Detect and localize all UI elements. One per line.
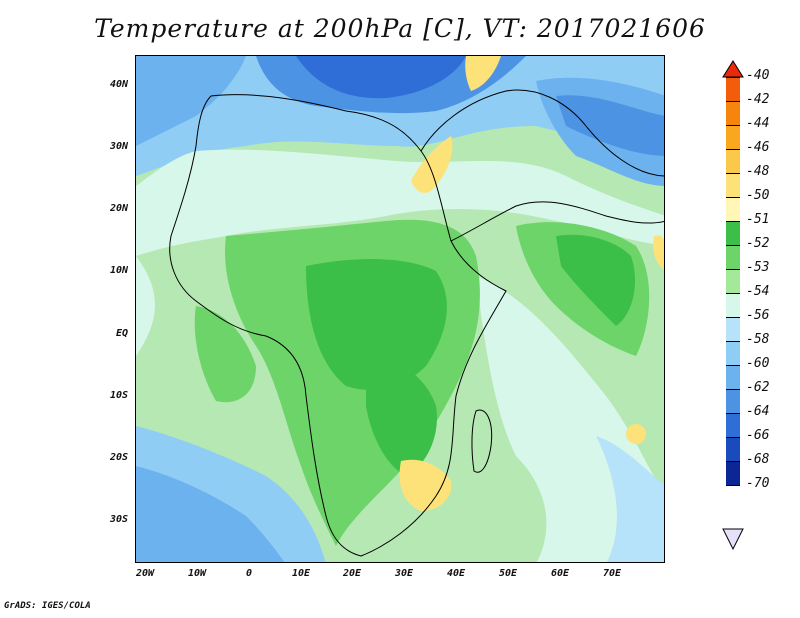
colorbar-segment [726, 461, 740, 485]
colorbar-segment [726, 77, 740, 101]
colorbar-label: -60 [746, 356, 770, 371]
colorbar-label: -44 [746, 116, 770, 131]
colorbar-segment [726, 221, 740, 245]
colorbar-bottom-arrow [722, 528, 744, 550]
colorbar-label: -70 [746, 476, 770, 491]
colorbar-label: -68 [746, 452, 770, 467]
lon-label-20e: 20E [342, 568, 362, 579]
colorbar-segment [726, 437, 740, 461]
map-field [136, 56, 664, 562]
lat-label-10n: 10N [109, 265, 128, 276]
lat-label-10s: 10S [109, 390, 128, 401]
colorbar-label: -52 [746, 236, 770, 251]
lat-label-30n: 30N [109, 141, 128, 152]
colorbar [726, 77, 740, 486]
colorbar-segment [726, 317, 740, 341]
lon-label-0: 0 [245, 568, 253, 579]
lon-label-50e: 50E [498, 568, 518, 579]
colorbar-label: -64 [746, 404, 770, 419]
colorbar-segment [726, 197, 740, 221]
colorbar-segment [726, 389, 740, 413]
colorbar-label: -66 [746, 428, 770, 443]
map-title: Temperature at 200hPa [C], VT: 201702160… [94, 14, 706, 43]
colorbar-segment [726, 293, 740, 317]
lat-label-30s: 30S [109, 514, 128, 525]
lat-label-20n: 20N [109, 203, 128, 214]
colorbar-top-arrow [722, 60, 744, 78]
colorbar-label: -62 [746, 380, 770, 395]
lon-label-30e: 30E [394, 568, 414, 579]
colorbar-segment [726, 341, 740, 365]
lon-label-10e: 10E [291, 568, 311, 579]
lat-label-eq: EQ [115, 328, 128, 339]
colorbar-segment [726, 173, 740, 197]
credit-text: GrADS: IGES/COLA [4, 601, 91, 611]
lon-label-70e: 70E [602, 568, 622, 579]
colorbar-label: -42 [746, 92, 770, 107]
colorbar-segment [726, 413, 740, 437]
colorbar-label: -51 [746, 212, 770, 227]
colorbar-label: -53 [746, 260, 770, 275]
temperature-map [135, 55, 665, 563]
colorbar-label: -40 [746, 68, 770, 83]
colorbar-label: -48 [746, 164, 770, 179]
colorbar-segment [726, 149, 740, 173]
lat-label-40n: 40N [109, 79, 128, 90]
lon-label-60e: 60E [550, 568, 570, 579]
colorbar-segment [726, 101, 740, 125]
lon-label-10w: 10W [187, 568, 207, 579]
colorbar-segment [726, 365, 740, 389]
colorbar-segment [726, 125, 740, 149]
colorbar-label: -54 [746, 284, 770, 299]
lat-label-20s: 20S [109, 452, 128, 463]
lon-label-40e: 40E [446, 568, 466, 579]
lon-label-20w: 20W [135, 568, 155, 579]
colorbar-label: -56 [746, 308, 770, 323]
colorbar-label: -46 [746, 140, 770, 155]
colorbar-segment [726, 245, 740, 269]
colorbar-label: -58 [746, 332, 770, 347]
colorbar-label: -50 [746, 188, 770, 203]
colorbar-segment [726, 269, 740, 293]
